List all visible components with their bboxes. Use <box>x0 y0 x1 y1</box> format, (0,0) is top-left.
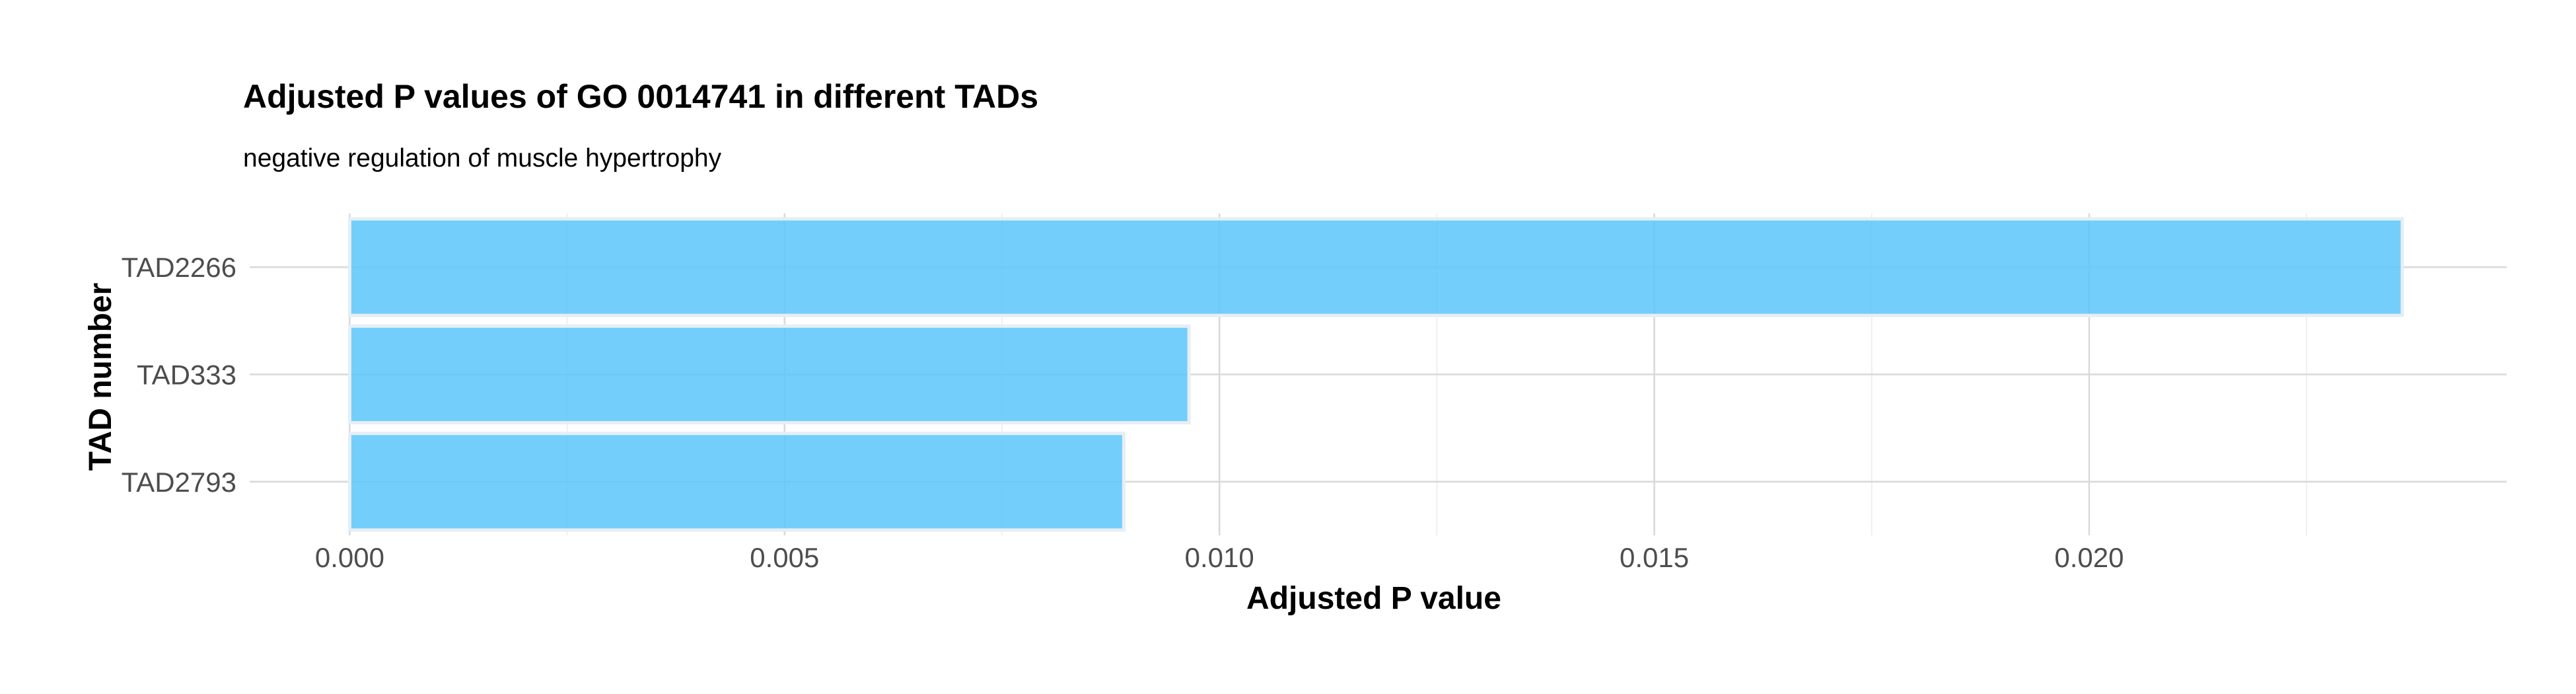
bar-TAD333 <box>347 324 1191 425</box>
y-tick-label-TAD2793: TAD2793 <box>122 467 236 498</box>
bar-TAD2266 <box>347 217 2404 317</box>
y-axis-title: TAD number <box>83 283 118 471</box>
x-tick-label-4: 0.020 <box>2054 542 2124 573</box>
x-axis-title: Adjusted P value <box>1246 581 1501 616</box>
y-tick-label-TAD333: TAD333 <box>137 360 236 391</box>
bars <box>347 217 2404 532</box>
chart-title: Adjusted P values of GO 0014741 in diffe… <box>243 78 1038 115</box>
x-tick-label-2: 0.010 <box>1185 542 1254 573</box>
x-tick-label-1: 0.005 <box>750 542 819 573</box>
y-tick-label-TAD2266: TAD2266 <box>122 252 236 283</box>
x-tick-labels: 0.000 0.005 0.010 0.015 0.020 <box>315 542 2124 573</box>
bar-TAD2793 <box>347 432 1126 532</box>
x-tick-label-0: 0.000 <box>315 542 384 573</box>
y-tick-labels: TAD2266 TAD333 TAD2793 <box>122 252 236 498</box>
chart-subtitle: negative regulation of muscle hypertroph… <box>243 144 722 173</box>
x-tick-label-3: 0.015 <box>1620 542 1689 573</box>
